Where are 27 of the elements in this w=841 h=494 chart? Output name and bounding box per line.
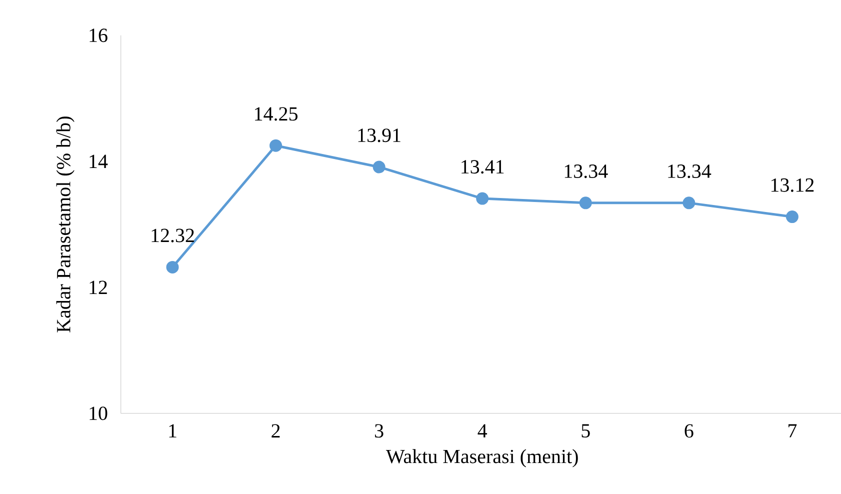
y-axis-title: Kadar Parasetamol (% b/b) xyxy=(56,116,74,332)
x-tick-label: 1 xyxy=(169,424,176,438)
point xyxy=(682,196,696,210)
data-label: 13.12 xyxy=(771,178,814,192)
x-tick-label: 6 xyxy=(684,424,694,438)
point xyxy=(786,210,798,224)
point xyxy=(476,192,489,205)
x-tick-label: 2 xyxy=(272,424,280,438)
data-label: 13.34 xyxy=(668,164,712,178)
point xyxy=(372,160,386,174)
x-tick-label: 3 xyxy=(375,424,384,438)
x-axis-title: Waktu Maserasi (menit) xyxy=(386,449,578,468)
data-label: 12.32 xyxy=(152,228,194,242)
data-label: 14.25 xyxy=(255,107,298,121)
y-tick-label: 14 xyxy=(90,154,108,168)
data-label: 13.91 xyxy=(358,128,400,142)
y-tick-label: 12 xyxy=(90,280,107,294)
point xyxy=(166,260,179,274)
x-tick-label: 4 xyxy=(478,424,488,438)
y-tick-label: 16 xyxy=(90,28,108,42)
data-label: 13.34 xyxy=(564,164,608,178)
point xyxy=(270,139,282,152)
y-tick-label: 10 xyxy=(90,406,108,420)
point xyxy=(579,196,592,210)
x-tick-label: 5 xyxy=(582,424,590,438)
x-tick-label: 7 xyxy=(788,424,797,438)
data-label: 13.41 xyxy=(462,160,504,174)
